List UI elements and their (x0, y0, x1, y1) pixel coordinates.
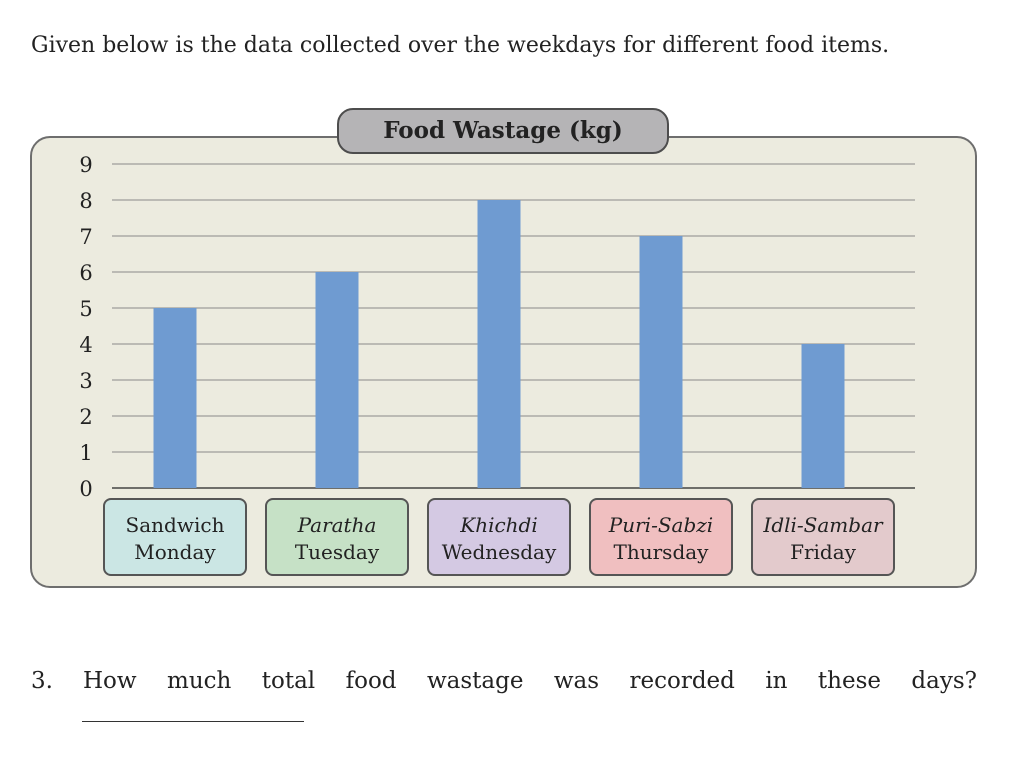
question-number: 3. (31, 668, 53, 694)
y-tick-label-8: 8 (79, 189, 92, 213)
y-tick-label-7: 7 (79, 225, 92, 249)
day-label: Wednesday (441, 540, 557, 564)
question-word: food (345, 668, 397, 694)
y-tick-label-4: 4 (79, 333, 92, 357)
bar-chart: 0 1 2 3 4 5 6 7 8 9 (79, 153, 915, 501)
y-tick-label-9: 9 (79, 153, 92, 177)
question-word: total (261, 668, 316, 694)
bar-monday (153, 308, 197, 488)
question-text: How much total food wastage was recorded in thes… (83, 664, 977, 698)
question-word: these (817, 668, 881, 694)
food-label: Khichdi (460, 513, 538, 537)
day-label: Thursday (613, 540, 709, 564)
food-label: Idli-Sambar (763, 513, 883, 537)
question-word: recorded (629, 668, 735, 694)
y-tick-label-6: 6 (79, 261, 92, 285)
category-box-tuesday: Paratha Tuesday (265, 498, 409, 576)
y-tick-label-2: 2 (79, 405, 92, 429)
question-word: was (553, 668, 600, 694)
category-box-friday: Idli-Sambar Friday (751, 498, 895, 576)
day-label: Monday (134, 540, 216, 564)
category-box-wednesday: Khichdi Wednesday (427, 498, 571, 576)
y-tick-label-0: 0 (79, 477, 92, 501)
food-label: Puri-Sabzi (608, 513, 714, 537)
food-label: Sandwich (125, 513, 225, 537)
y-tick-label-3: 3 (79, 369, 92, 393)
intro-text: Given below is the data collected over t… (31, 33, 890, 58)
category-box-monday: Sandwich Monday (103, 498, 247, 576)
food-label: Paratha (297, 513, 377, 537)
y-tick-label-5: 5 (79, 297, 92, 321)
question-word: in (765, 668, 788, 694)
bar-tuesday (315, 272, 359, 488)
question-word: much (167, 668, 232, 694)
question-word: days? (911, 668, 977, 694)
answer-blank[interactable] (82, 721, 304, 722)
question-word: wastage (426, 668, 524, 694)
bar-thursday (639, 236, 683, 488)
chart-title: Food Wastage (kg) (337, 108, 669, 154)
question-word: How (83, 668, 137, 694)
bar-wednesday (477, 200, 521, 488)
bar-friday (801, 344, 845, 488)
day-label: Friday (790, 540, 856, 564)
category-box-thursday: Puri-Sabzi Thursday (589, 498, 733, 576)
y-tick-label-1: 1 (79, 441, 92, 465)
day-label: Tuesday (294, 540, 380, 564)
